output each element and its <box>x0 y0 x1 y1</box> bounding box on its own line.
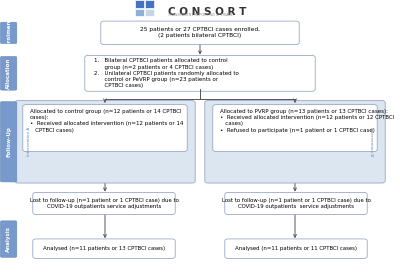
Text: TRANSPARENT REPORTING of TRIALS: TRANSPARENT REPORTING of TRIALS <box>168 13 233 17</box>
Text: C O N S O R T: C O N S O R T <box>168 7 246 17</box>
Bar <box>145 9 154 16</box>
Text: Analysed (n=11 patients or 11 CPTBCI cases): Analysed (n=11 patients or 11 CPTBCI cas… <box>235 246 357 251</box>
Text: Follow-Up: Follow-Up <box>6 126 11 157</box>
Text: Allocated to PVRP group (n=13 patients or 13 CPTBCI cases):
•  Received allocate: Allocated to PVRP group (n=13 patients o… <box>220 109 394 133</box>
Text: Intervention A: Intervention A <box>27 127 31 156</box>
Bar <box>135 9 144 16</box>
Text: Lost to follow-up (n=1 patient or 1 CPTBCI case) due to
COVID-19 outpatients  se: Lost to follow-up (n=1 patient or 1 CPTB… <box>222 198 370 209</box>
FancyBboxPatch shape <box>101 21 299 45</box>
Bar <box>135 0 144 8</box>
FancyBboxPatch shape <box>0 102 17 182</box>
Text: Enrolment: Enrolment <box>6 17 11 49</box>
Text: Analysed (n=11 patients or 13 CPTBCI cases): Analysed (n=11 patients or 13 CPTBCI cas… <box>43 246 165 251</box>
FancyBboxPatch shape <box>33 192 175 215</box>
FancyBboxPatch shape <box>225 239 367 258</box>
FancyBboxPatch shape <box>205 101 385 183</box>
Text: 25 patients or 27 CPTBCI cases enrolled,
(2 patients bilateral CPTBCI): 25 patients or 27 CPTBCI cases enrolled,… <box>140 27 260 38</box>
FancyBboxPatch shape <box>225 192 367 215</box>
FancyBboxPatch shape <box>85 55 315 91</box>
FancyBboxPatch shape <box>23 105 187 152</box>
FancyBboxPatch shape <box>0 56 17 90</box>
FancyBboxPatch shape <box>0 221 17 257</box>
Text: Analysis: Analysis <box>6 226 11 252</box>
Text: Allocated to control group (n=12 patients or 14 CPTBCI
cases):
•  Received alloc: Allocated to control group (n=12 patient… <box>30 109 183 133</box>
Text: Lost to follow-up (n=1 patient or 1 CPTBCI case) due to
COVID-19 outpatients ser: Lost to follow-up (n=1 patient or 1 CPTB… <box>30 198 178 209</box>
FancyBboxPatch shape <box>213 105 377 152</box>
Text: Intervention B: Intervention B <box>369 127 373 156</box>
Text: 1.   Bilateral CPTBCI patients allocated to control
      group (n=2 patients or: 1. Bilateral CPTBCI patients allocated t… <box>94 58 239 88</box>
Bar <box>145 0 154 8</box>
Text: Allocation: Allocation <box>6 58 11 89</box>
FancyBboxPatch shape <box>0 22 17 44</box>
FancyBboxPatch shape <box>33 239 175 258</box>
FancyBboxPatch shape <box>15 101 195 183</box>
